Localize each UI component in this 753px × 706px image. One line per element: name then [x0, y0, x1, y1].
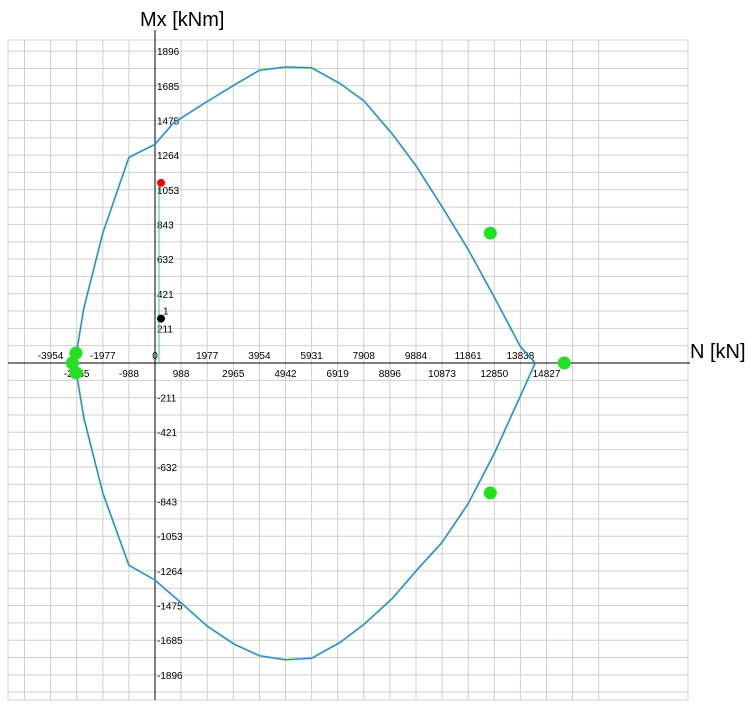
y-tick-label: -421 [157, 428, 177, 439]
x-tick-label: 4942 [274, 369, 297, 380]
y-tick-label: -632 [157, 463, 177, 474]
y-tick-label: 211 [157, 324, 173, 335]
plot-frame [7, 39, 689, 701]
capacity-point [483, 486, 497, 500]
capacity-point [65, 356, 79, 370]
x-tick-label: 0 [152, 351, 158, 362]
tick-labels: -3954 -1977 0 1977 3954 5931 7908 9884 11861 1383… [38, 47, 561, 706]
axes [8, 30, 690, 700]
x-tick-label: 5931 [300, 351, 323, 362]
y-tick-label: 421 [157, 290, 174, 301]
capacity-point [69, 366, 83, 380]
grid [7, 39, 689, 701]
interaction-curve [74, 65, 537, 661]
x-tick-label: 6919 [327, 369, 350, 380]
curve-line [75, 66, 536, 661]
capacity-point [483, 226, 497, 240]
x-tick-label: 8896 [379, 369, 402, 380]
y-tick-label: 1264 [157, 151, 180, 162]
x-tick-label: 10873 [428, 369, 456, 380]
x-tick-label: -988 [119, 369, 139, 380]
y-tick-label: 1053 [157, 186, 180, 197]
x-tick-label: 3954 [248, 351, 271, 362]
capacity-point [557, 356, 571, 370]
x-tick-label: 2965 [222, 369, 245, 380]
y-tick-label: -211 [157, 394, 177, 405]
capacity-point-red [157, 178, 165, 187]
y-tick-label: 843 [157, 220, 174, 231]
x-tick-label: 11861 [455, 351, 483, 362]
y-tick-label: -1264 [157, 567, 183, 578]
y-tick-label: -1685 [157, 636, 183, 647]
y-tick-label: 632 [157, 255, 174, 266]
points: 1 [65, 178, 571, 500]
x-tick-label: 9884 [405, 351, 428, 362]
y-tick-label: 1475 [157, 116, 180, 127]
capacity-point [69, 346, 83, 360]
y-tick-label: -1475 [157, 602, 183, 613]
x-tick-label: 14827 [533, 369, 561, 380]
x-tick-label: 12850 [480, 369, 508, 380]
x-tick-label: -3954 [38, 351, 64, 362]
x-tick-label: 7908 [353, 351, 376, 362]
y-axis-title: Mx [kNm] [140, 9, 224, 31]
y-tick-label: -1896 [157, 671, 183, 682]
y-tick-label: -1053 [157, 532, 183, 543]
x-tick-label: 988 [173, 369, 190, 380]
y-tick-label: -843 [157, 498, 177, 509]
x-tick-label: 1977 [196, 351, 219, 362]
x-tick-label: -1977 [90, 351, 116, 362]
y-tick-label: 1685 [157, 82, 180, 93]
y-tick-label: 1896 [157, 47, 180, 58]
load-point [157, 314, 165, 323]
x-axis-title: N [kN] [690, 341, 746, 363]
load-point-label: 1 [163, 307, 169, 318]
x-tick-label: 13838 [506, 351, 534, 362]
